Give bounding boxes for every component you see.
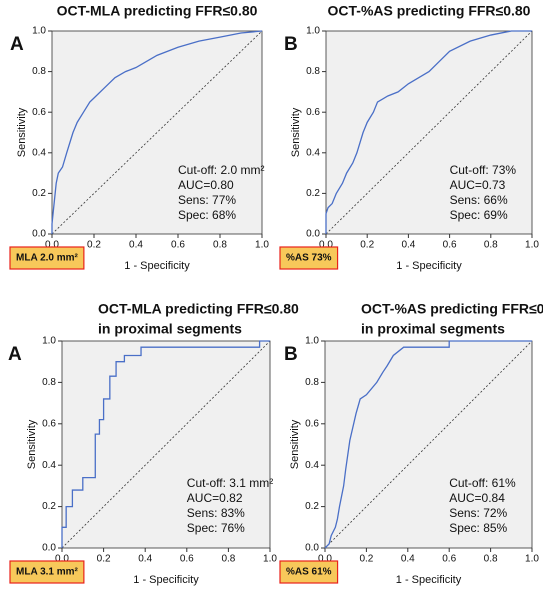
panel-letter: A xyxy=(10,34,24,55)
panel-letter: B xyxy=(284,34,298,55)
roc-curve xyxy=(61,340,270,548)
reference-line xyxy=(325,30,533,235)
reference-line xyxy=(51,30,263,235)
y-axis-label: Sensitivity xyxy=(289,419,301,469)
x-axis-label: 1 - Specificity xyxy=(396,574,462,586)
panel-letter: A xyxy=(8,344,22,365)
badge-box xyxy=(9,246,85,270)
x-tick-label: 0.8 xyxy=(484,554,498,565)
y-tick-label: 0.0 xyxy=(305,543,319,554)
y-tick-label: 0.8 xyxy=(305,377,319,388)
x-tick-label: 0.2 xyxy=(359,554,373,565)
x-tick-label: 0.0 xyxy=(45,240,59,251)
y-tick-label: 1.0 xyxy=(305,336,319,347)
annotation: AUC=0.80 xyxy=(178,178,234,192)
x-tick-label: 1.0 xyxy=(263,554,277,565)
x-tick-label: 0.2 xyxy=(87,240,101,251)
x-tick-label: 0.4 xyxy=(401,240,415,251)
y-tick-label: 1.0 xyxy=(32,26,46,37)
x-tick-label: 0.2 xyxy=(360,240,374,251)
x-tick-label: 0.6 xyxy=(180,554,194,565)
y-tick-label: 1.0 xyxy=(306,26,320,37)
y-tick-label: 0.0 xyxy=(306,229,320,240)
x-tick-label: 0.2 xyxy=(97,554,111,565)
chart-subtitle: in proximal segments xyxy=(98,321,242,337)
badge-box xyxy=(279,246,339,270)
annotation: Cut-off: 2.0 mm² xyxy=(178,163,264,177)
badge-label: MLA 3.1 mm² xyxy=(16,567,79,578)
annotation: AUC=0.73 xyxy=(450,178,506,192)
x-tick-label: 0.0 xyxy=(55,554,69,565)
x-tick-label: 0.8 xyxy=(213,240,227,251)
y-tick-label: 0.8 xyxy=(42,377,56,388)
y-tick-label: 0.8 xyxy=(32,66,46,77)
y-tick-label: 0.6 xyxy=(306,107,320,118)
annotation: Sens: 83% xyxy=(187,506,245,520)
y-tick-label: 0.0 xyxy=(32,229,46,240)
panel-letter: B xyxy=(284,344,298,365)
x-axis-label: 1 - Specificity xyxy=(396,260,462,272)
annotation: Sens: 66% xyxy=(450,193,508,207)
chart-title: OCT-MLA predicting FFR≤0.80 xyxy=(98,301,299,317)
y-tick-label: 0.0 xyxy=(42,543,56,554)
x-tick-label: 1.0 xyxy=(255,240,269,251)
badge-label: MLA 2.0 mm² xyxy=(16,253,79,264)
y-tick-label: 0.2 xyxy=(42,501,56,512)
annotation: AUC=0.82 xyxy=(187,491,243,505)
y-tick-label: 0.2 xyxy=(305,501,319,512)
annotation: Spec: 69% xyxy=(450,208,508,222)
y-tick-label: 0.2 xyxy=(306,188,320,199)
x-tick-label: 0.8 xyxy=(484,240,498,251)
annotation: Cut-off: 73% xyxy=(450,163,517,177)
y-axis-label: Sensitivity xyxy=(16,107,28,157)
annotation: Cut-off: 61% xyxy=(449,476,516,490)
badge-box xyxy=(9,560,85,584)
x-tick-label: 0.4 xyxy=(401,554,415,565)
y-axis-label: Sensitivity xyxy=(26,419,38,469)
y-tick-label: 0.6 xyxy=(305,418,319,429)
reference-line xyxy=(324,340,533,549)
x-tick-label: 1.0 xyxy=(525,240,539,251)
badge-label: %AS 61% xyxy=(286,567,332,578)
y-tick-label: 0.2 xyxy=(32,188,46,199)
chart-subtitle: in proximal segments xyxy=(361,321,505,337)
y-tick-label: 0.6 xyxy=(32,107,46,118)
annotation: Spec: 85% xyxy=(449,521,507,535)
annotation: Spec: 68% xyxy=(178,208,236,222)
x-tick-label: 0.0 xyxy=(319,240,333,251)
x-axis-label: 1 - Specificity xyxy=(124,260,190,272)
chart-title: OCT-MLA predicting FFR≤0.80 xyxy=(57,3,258,19)
y-tick-label: 0.6 xyxy=(42,418,56,429)
chart-title: OCT-%AS predicting FFR≤0.80 xyxy=(361,301,543,317)
badge-box xyxy=(279,560,339,584)
annotation: AUC=0.84 xyxy=(449,491,505,505)
y-tick-label: 0.4 xyxy=(305,460,319,471)
y-tick-label: 0.8 xyxy=(306,66,320,77)
annotation: Sens: 72% xyxy=(449,506,507,520)
y-tick-label: 0.4 xyxy=(32,147,46,158)
x-tick-label: 0.6 xyxy=(442,554,456,565)
y-tick-label: 0.4 xyxy=(306,147,320,158)
reference-line xyxy=(61,340,271,549)
x-tick-label: 1.0 xyxy=(525,554,539,565)
roc-curve xyxy=(51,30,263,234)
annotation: Sens: 77% xyxy=(178,193,236,207)
chart-title: OCT-%AS predicting FFR≤0.80 xyxy=(328,3,531,19)
x-axis-label: 1 - Specificity xyxy=(133,574,199,586)
x-tick-label: 0.6 xyxy=(171,240,185,251)
y-tick-label: 1.0 xyxy=(42,336,56,347)
y-axis-label: Sensitivity xyxy=(290,107,302,157)
roc-curve xyxy=(325,30,532,234)
roc-curve xyxy=(324,340,532,549)
x-tick-label: 0.0 xyxy=(318,554,332,565)
badge-label: %AS 73% xyxy=(286,253,332,264)
y-tick-label: 0.4 xyxy=(42,460,56,471)
annotation: Spec: 76% xyxy=(187,521,245,535)
annotation: Cut-off: 3.1 mm² xyxy=(187,476,273,490)
x-tick-label: 0.8 xyxy=(221,554,235,565)
x-tick-label: 0.4 xyxy=(138,554,152,565)
x-tick-label: 0.6 xyxy=(443,240,457,251)
x-tick-label: 0.4 xyxy=(129,240,143,251)
